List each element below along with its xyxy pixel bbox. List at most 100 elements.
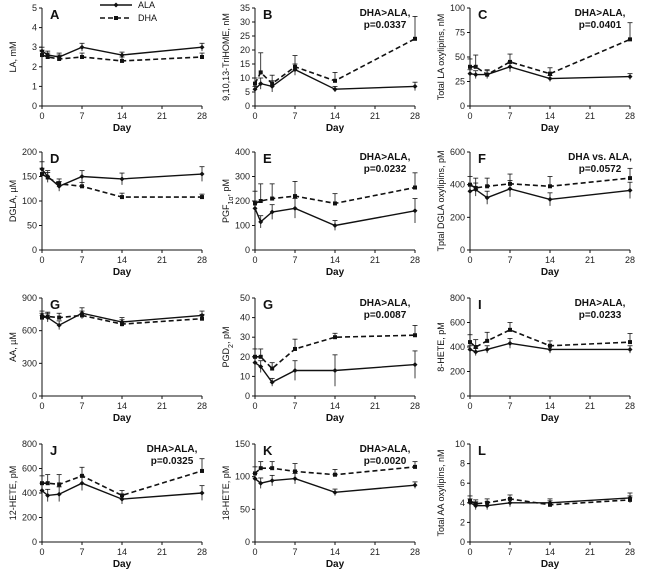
data-point-dha xyxy=(45,55,50,59)
data-point-dha xyxy=(413,333,417,338)
data-point-ala xyxy=(45,492,51,498)
data-point-dha xyxy=(258,199,263,203)
data-point-ala xyxy=(79,174,85,179)
x-tick-label: 7 xyxy=(507,255,512,265)
data-point-ala xyxy=(252,476,258,482)
data-point-ala xyxy=(258,219,264,225)
x-tick-label: 21 xyxy=(157,111,167,121)
data-point-ala xyxy=(507,500,513,506)
data-point-ala xyxy=(199,44,205,50)
x-tick-label: 21 xyxy=(370,111,380,121)
data-point-dha xyxy=(468,340,472,345)
y-tick-label: 50 xyxy=(27,221,37,231)
data-point-ala xyxy=(627,74,633,80)
x-tick-label: 0 xyxy=(39,401,44,411)
y-tick-label: 150 xyxy=(22,172,37,182)
data-point-ala xyxy=(484,346,490,352)
y-tick-label: 30 xyxy=(240,332,250,342)
y-tick-label: 50 xyxy=(455,52,465,62)
legend-ala-label: ALA xyxy=(138,0,155,10)
panel-letter: B xyxy=(263,7,272,22)
data-point-dha xyxy=(473,64,478,69)
x-tick-label: 28 xyxy=(410,547,420,557)
data-point-dha xyxy=(40,481,44,486)
y-tick-label: 0 xyxy=(245,391,250,401)
panel-g-6: 0 300 600 900 0 7 14 21 28 Day AA, µM G xyxy=(8,293,207,424)
data-point-ala xyxy=(56,491,62,497)
data-point-dha xyxy=(57,56,62,61)
y-axis-label: PGD2, pM xyxy=(221,327,235,368)
data-point-dha xyxy=(253,201,257,206)
data-point-dha xyxy=(485,338,490,343)
significance-annotation: DHA vs. ALA, xyxy=(568,152,632,163)
x-tick-label: 21 xyxy=(585,401,595,411)
x-tick-label: 28 xyxy=(625,401,635,411)
panel-d-3: 0 50 100 150 200 0 7 14 21 28 Day DGLA, µM D xyxy=(8,147,207,278)
data-point-ala xyxy=(119,52,125,58)
y-tick-label: 100 xyxy=(235,221,250,231)
series-line-ala xyxy=(254,207,416,227)
data-point-dha xyxy=(270,466,275,471)
x-tick-label: 14 xyxy=(545,401,555,411)
y-tick-label: 50 xyxy=(240,293,250,303)
x-tick-label: 14 xyxy=(330,401,340,411)
data-point-ala xyxy=(412,83,418,89)
x-tick-label: 0 xyxy=(39,547,44,557)
y-axis-label: PGF1α, pM xyxy=(221,179,235,223)
data-point-dha xyxy=(270,81,275,86)
data-point-dha xyxy=(80,184,84,189)
panel-letter: K xyxy=(263,443,273,458)
data-point-dha xyxy=(120,493,124,498)
data-point-dha xyxy=(80,55,84,59)
y-tick-label: 30 xyxy=(240,17,250,27)
x-axis-label: Day xyxy=(113,267,132,278)
data-point-ala xyxy=(467,188,473,194)
data-point-ala xyxy=(258,81,264,87)
x-axis-label: Day xyxy=(541,267,560,278)
data-point-dha xyxy=(468,64,472,69)
data-point-dha xyxy=(200,468,204,473)
data-point-dha xyxy=(333,335,337,340)
data-point-dha xyxy=(468,182,472,187)
data-point-dha xyxy=(473,345,478,349)
panel-a-0: 0 1 2 3 4 5 0 7 14 21 28 Day LA, mM A xyxy=(8,3,207,134)
data-point-ala xyxy=(292,368,298,374)
x-tick-label: 21 xyxy=(585,547,595,557)
x-tick-label: 14 xyxy=(330,111,340,121)
y-tick-label: 0 xyxy=(460,537,465,547)
x-tick-label: 0 xyxy=(39,111,44,121)
y-tick-label: 0 xyxy=(245,245,250,255)
y-tick-label: 800 xyxy=(450,293,465,303)
y-tick-label: 400 xyxy=(450,342,465,352)
y-tick-label: 300 xyxy=(235,172,250,182)
x-axis-label: Day xyxy=(541,413,560,424)
x-tick-label: 0 xyxy=(467,255,472,265)
y-tick-label: 100 xyxy=(235,472,250,482)
data-point-dha xyxy=(270,196,275,201)
panel-letter: A xyxy=(50,7,60,22)
x-tick-label: 0 xyxy=(467,111,472,121)
y-tick-label: 5 xyxy=(245,87,250,97)
y-tick-label: 10 xyxy=(455,439,465,449)
data-point-dha xyxy=(413,36,417,41)
significance-annotation: DHA>ALA, xyxy=(575,298,626,309)
data-point-dha xyxy=(253,471,257,476)
data-point-ala xyxy=(199,490,205,496)
x-axis-label: Day xyxy=(113,123,132,134)
y-tick-label: 4 xyxy=(460,498,465,508)
significance-annotation: p=0.0337 xyxy=(364,20,407,31)
x-tick-label: 0 xyxy=(467,401,472,411)
y-tick-label: 100 xyxy=(450,3,465,13)
y-tick-label: 0 xyxy=(32,537,37,547)
y-tick-label: 200 xyxy=(22,147,37,157)
y-tick-label: 2 xyxy=(460,517,465,527)
x-tick-label: 28 xyxy=(625,111,635,121)
legend-dha-marker xyxy=(114,16,118,20)
panel-letter: C xyxy=(478,7,488,22)
data-point-dha xyxy=(120,195,124,200)
x-tick-label: 21 xyxy=(370,547,380,557)
x-tick-label: 21 xyxy=(157,547,167,557)
y-tick-label: 3 xyxy=(32,42,37,52)
x-tick-label: 21 xyxy=(585,111,595,121)
